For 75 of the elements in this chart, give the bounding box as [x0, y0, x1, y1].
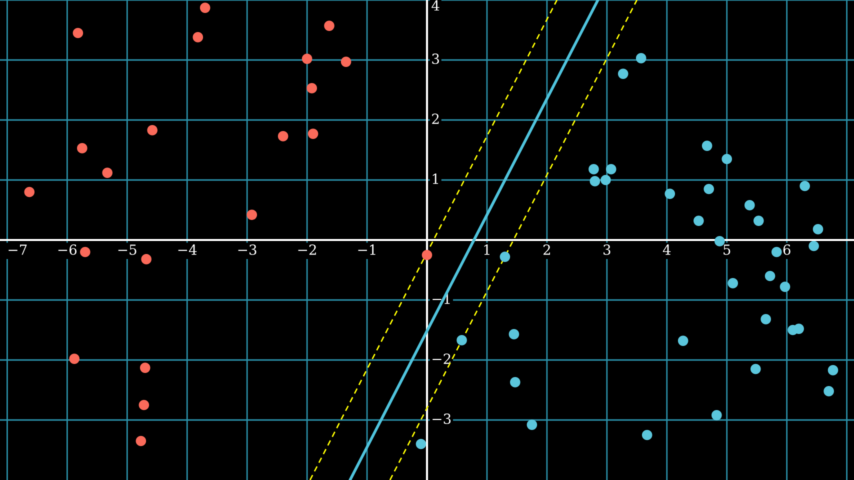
- point: [77, 143, 88, 154]
- point: [200, 2, 210, 13]
- point: [192, 32, 204, 42]
- point: [102, 168, 112, 178]
- point: [722, 154, 732, 164]
- point: [278, 131, 288, 142]
- point: [308, 128, 318, 139]
- point: [753, 216, 764, 226]
- x-tick-label: 1: [484, 244, 490, 255]
- point: [678, 336, 688, 346]
- y-tick-label: −3: [432, 414, 451, 424]
- x-tick-label: −4: [178, 244, 197, 255]
- point: [140, 362, 150, 373]
- point: [147, 125, 158, 136]
- point: [728, 278, 738, 288]
- point: [780, 282, 790, 292]
- point: [80, 246, 90, 258]
- x-tick-label: 4: [662, 244, 671, 255]
- point: [500, 252, 510, 262]
- point: [456, 335, 467, 346]
- x-tick-label: −6: [58, 244, 77, 255]
- y-tick-label: 2: [432, 114, 439, 124]
- point: [416, 438, 426, 450]
- point: [750, 364, 761, 374]
- point: [636, 53, 646, 64]
- point: [526, 420, 538, 430]
- point: [600, 174, 611, 186]
- y-tick-label: −2: [432, 354, 450, 364]
- point: [642, 430, 652, 440]
- point: [694, 216, 704, 226]
- x-tick-label: 2: [543, 244, 550, 255]
- point: [24, 186, 35, 198]
- x-tick-label: −3: [238, 244, 256, 255]
- point: [306, 83, 318, 94]
- point: [510, 377, 520, 388]
- point: [808, 240, 819, 252]
- point: [744, 200, 755, 210]
- point: [704, 184, 714, 194]
- point: [588, 164, 599, 174]
- x-tick-label: 5: [724, 244, 730, 255]
- point: [508, 329, 520, 340]
- point: [340, 56, 352, 67]
- point: [794, 324, 804, 334]
- point: [664, 188, 676, 199]
- point: [422, 250, 432, 260]
- y-tick-label: 1: [432, 174, 438, 184]
- x-tick-label: 3: [604, 244, 610, 255]
- point: [712, 410, 722, 420]
- point: [812, 224, 824, 234]
- point: [606, 164, 616, 174]
- y-tick-label: 4: [432, 0, 440, 11]
- point: [138, 400, 150, 410]
- point: [702, 140, 712, 151]
- point: [246, 210, 258, 220]
- y-tick-label: 3: [432, 54, 439, 64]
- x-tick-label: −5: [118, 244, 136, 255]
- point: [72, 28, 84, 38]
- x-tick-label: −1: [358, 244, 376, 255]
- point: [590, 176, 600, 186]
- point: [828, 365, 838, 376]
- x-tick-label: 6: [783, 244, 790, 255]
- point: [800, 180, 810, 192]
- point: [771, 246, 782, 258]
- point: [69, 354, 80, 364]
- x-tick-label: −2: [298, 244, 316, 255]
- point: [714, 236, 725, 246]
- point: [618, 68, 628, 79]
- point: [141, 254, 152, 264]
- point: [324, 20, 334, 31]
- point: [764, 270, 776, 282]
- point: [760, 314, 771, 324]
- point: [136, 436, 146, 446]
- point: [302, 54, 312, 64]
- point: [824, 386, 834, 396]
- x-tick-label: −7: [8, 244, 27, 255]
